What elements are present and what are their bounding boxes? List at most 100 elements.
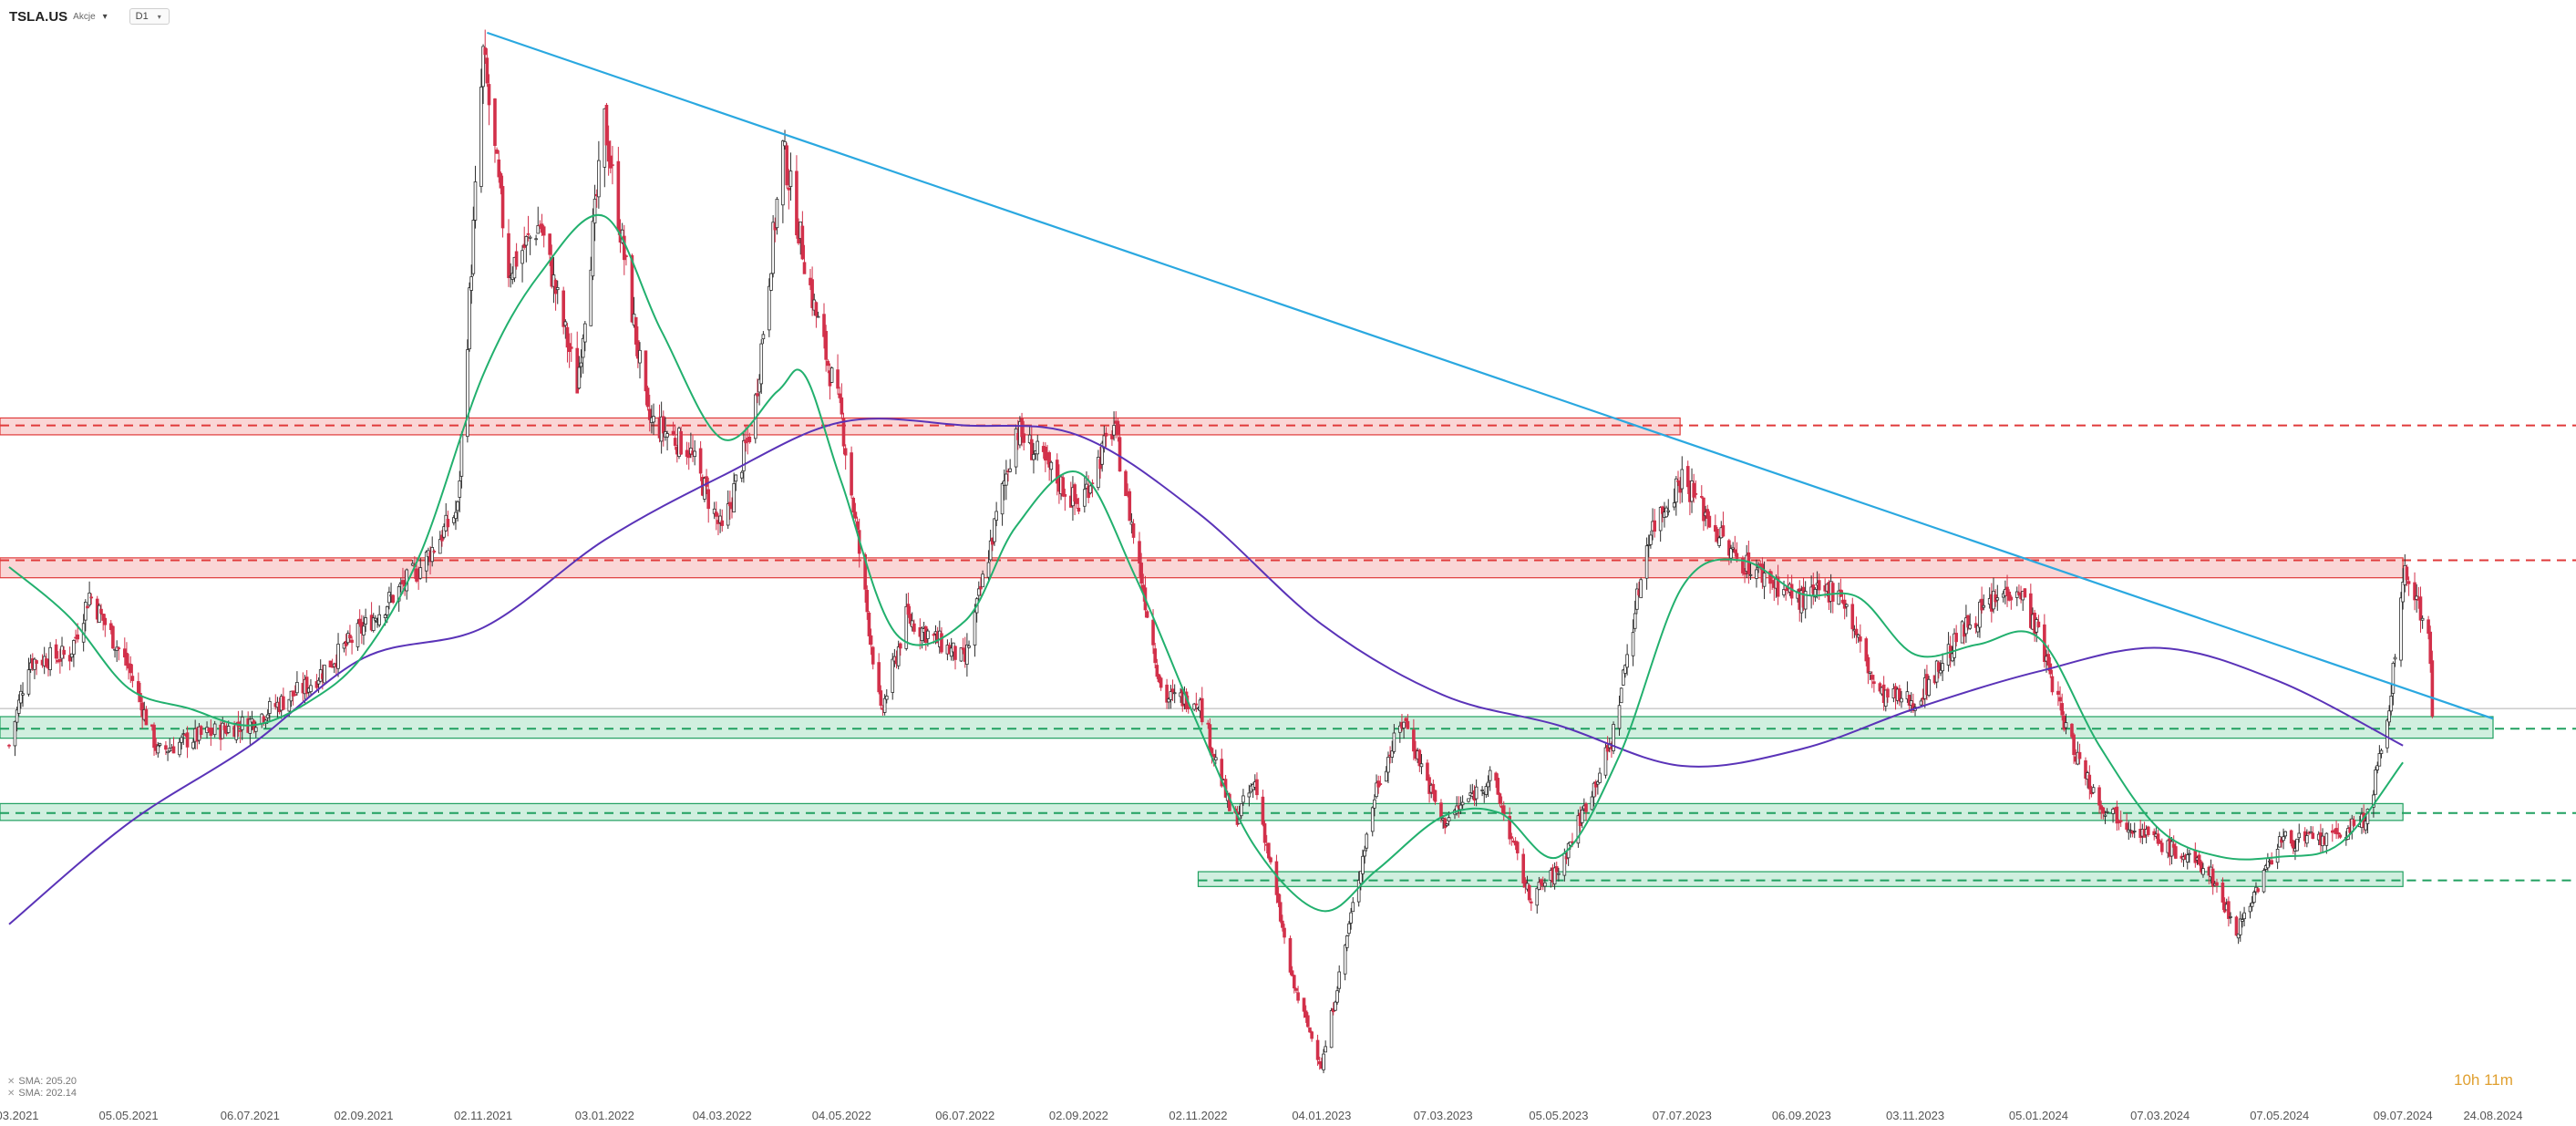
candle-body [1907,695,1911,706]
candle-body [178,741,181,756]
candle-body [1649,534,1653,545]
candle-body [2418,596,2423,621]
candle-body [1941,663,1944,672]
candle-body [1484,786,1489,795]
candle-body [291,690,295,697]
sma-long-line [8,418,2404,925]
candle-body [967,645,971,648]
candle-body [35,660,38,664]
candle-body [981,573,984,588]
candle-body [829,367,834,383]
candle-body [1306,1015,1310,1028]
chevron-down-icon: ▾ [157,12,161,21]
candle-body [1255,779,1259,796]
candle-body [742,439,746,471]
candle-body [309,685,313,692]
candle-body [191,741,195,749]
candle-body [1900,697,1903,703]
candle-body [1167,698,1171,703]
candle-body [1866,656,1870,674]
candle-body [1768,571,1772,584]
candle-body [1568,842,1572,846]
candle-body [703,478,706,500]
candle-body [1129,522,1134,525]
zone-support [1197,871,2404,887]
candle-body [1417,749,1422,767]
candle-body [563,321,568,326]
candle-body [442,526,446,538]
candle-body [240,717,244,730]
close-icon[interactable]: ✕ [7,1088,15,1099]
candle-body [418,567,423,579]
candle-body [253,727,258,732]
candle-body [2029,593,2033,628]
legend-item-sma-1: ✕ SMA: 205.20 [7,1076,77,1087]
candle-body [647,408,652,420]
candle-body [158,743,162,746]
candle-body [1699,496,1704,498]
candle-body [265,714,270,718]
candle-body [497,159,501,178]
candle-body [1386,757,1390,773]
candle-body [2152,831,2157,835]
candle-body [775,199,779,229]
x-tick-label: 05.05.2021 [99,1109,159,1122]
candle-body [884,696,889,700]
candle-body [1335,990,1339,1003]
candle-body [2050,676,2055,693]
candle-body [1521,853,1526,883]
candle-body [1966,615,1970,628]
candle-body [2297,832,2302,839]
candle-body [1292,975,1296,989]
symbol-label[interactable]: TSLA.US [9,8,68,25]
candle-body [1242,795,1245,803]
candle-body [994,511,998,521]
candle-body [2103,814,2107,817]
candle-body [1210,748,1214,754]
candle-body [583,323,587,343]
candle-body [896,646,901,666]
candle-body [1554,866,1559,873]
candle-body [452,517,456,523]
candle-body [1239,803,1243,817]
candle-body [282,696,285,710]
candle-body [2266,857,2270,869]
candle-body [493,98,497,147]
chevron-down-icon[interactable]: ▾ [102,11,108,22]
candle-body [869,635,873,646]
candle-body [1412,729,1416,752]
candle-body [1392,732,1396,752]
candle-body [316,679,321,685]
candle-body [2169,841,2174,857]
candle-body [454,511,458,520]
candle-body [1729,548,1733,559]
candle-body [1075,498,1079,504]
x-tick-label: 05.03.2021 [0,1109,39,1122]
candle-body [785,145,788,186]
candle-body [364,617,367,625]
candle-body [1598,772,1602,783]
candle-body [863,553,867,590]
candle-body [459,434,464,477]
timeframe-select[interactable]: D1 ▾ [129,8,170,25]
candle-body [221,722,225,739]
candle-body [1261,796,1265,825]
candle-body [2387,710,2391,723]
candle-body [2262,870,2266,893]
candle-body [391,594,396,604]
candle-body [2405,566,2409,581]
candle-body [185,732,190,748]
candle-body [1612,724,1615,751]
candle-body [1047,452,1051,468]
candle-body [802,262,807,274]
close-icon[interactable]: ✕ [7,1076,15,1087]
candle-body [1498,793,1502,804]
candle-body [993,518,996,542]
candle-body [1580,810,1584,823]
candle-body [1633,613,1637,629]
candle-body [1919,700,1923,706]
candle-body [2406,581,2411,584]
candle-body [591,221,595,277]
candle-body [2097,787,2101,806]
